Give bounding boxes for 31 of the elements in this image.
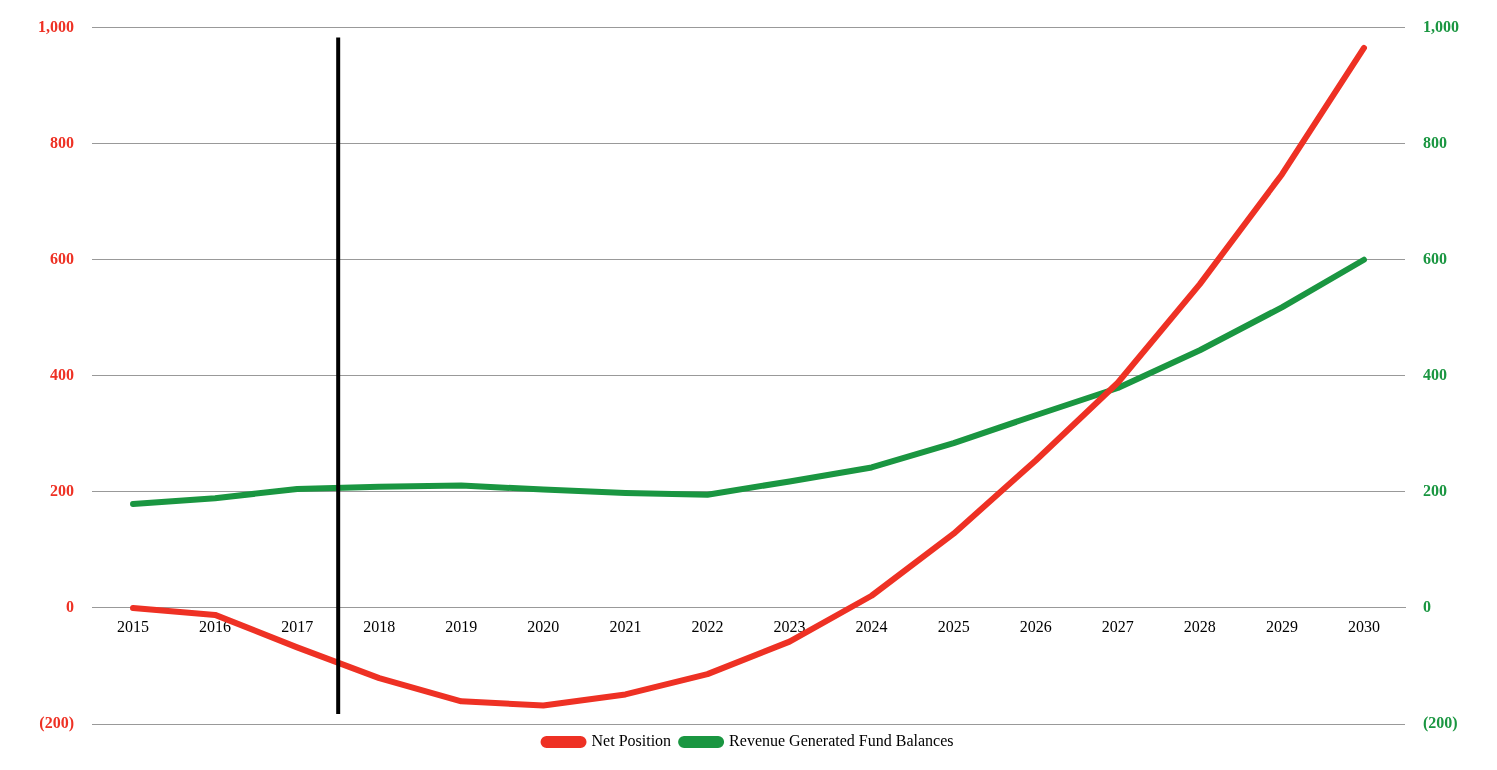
x-tick-label: 2018	[363, 617, 396, 635]
y-tick-label: (200)	[39, 714, 74, 733]
y2-tick-label: 800	[1423, 133, 1447, 151]
y-tick-label: 200	[50, 482, 74, 500]
x-tick-label: 2025	[937, 617, 970, 635]
x-tick-label: 2019	[445, 617, 478, 635]
y2-tick-label: 600	[1423, 249, 1447, 267]
x-tick-label: 2026	[1019, 617, 1052, 635]
y-tick-label: 0	[66, 598, 74, 616]
y2-tick-label: 400	[1423, 365, 1447, 383]
y2-tick-label: (200)	[1423, 714, 1458, 733]
y-tick-label: 800	[50, 133, 74, 151]
y-tick-label: 600	[50, 249, 74, 267]
y2-tick-label: 200	[1423, 482, 1447, 500]
x-tick-label: 2017	[281, 617, 314, 635]
x-tick-label: 2020	[527, 617, 560, 635]
x-tick-label: 2028	[1183, 617, 1216, 635]
y-tick-label: 400	[50, 365, 74, 383]
x-tick-label: 2022	[691, 617, 724, 635]
legend-label: Revenue Generated Fund Balances	[729, 732, 954, 750]
x-tick-label: 2023	[773, 617, 806, 635]
legend-label: Net Position	[591, 732, 672, 750]
x-tick-label: 2015	[117, 617, 150, 635]
y2-tick-label: 0	[1423, 598, 1431, 616]
y-tick-label: 1,000	[38, 17, 74, 35]
x-tick-label: 2029	[1265, 617, 1298, 635]
x-tick-label: 2027	[1101, 617, 1134, 635]
x-tick-label: 2030	[1347, 617, 1380, 635]
x-tick-label: 2024	[855, 617, 888, 635]
x-tick-label: 2021	[609, 617, 642, 635]
y2-tick-label: 1,000	[1423, 17, 1459, 35]
